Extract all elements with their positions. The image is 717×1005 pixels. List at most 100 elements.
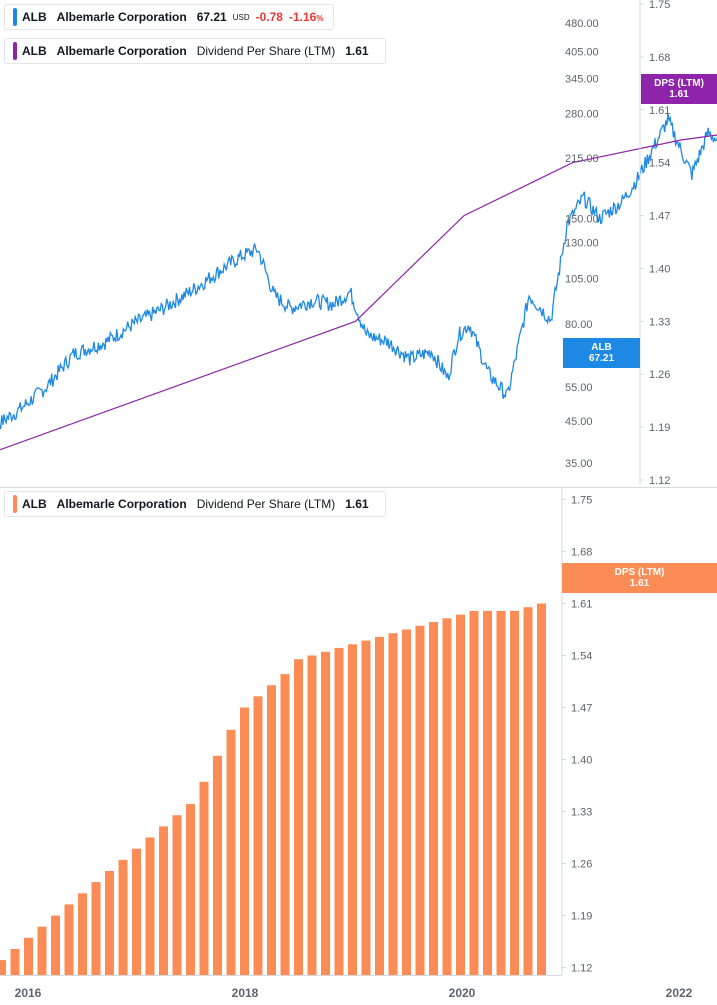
legend-symbol: ALB (22, 44, 47, 58)
legend-metric: Dividend Per Share (LTM) (196, 497, 336, 511)
time-axis-tick-label: 2016 (15, 986, 42, 1000)
legend-company-name: Albemarle Corporation (56, 497, 187, 511)
dividend-bar (388, 633, 398, 975)
bar-axis-tick-label: 1.40 (571, 755, 592, 767)
dividend-bar (469, 610, 479, 975)
price-axis-tick-label: 480.00 (565, 18, 599, 30)
bar-axis-tick-label: 1.61 (571, 599, 592, 611)
bar-axis-tick-label: 1.19 (571, 911, 592, 923)
dividend-bar (213, 755, 222, 975)
price-axis-tick-label: 280.00 (565, 109, 599, 121)
legend-change: -0.78 (255, 10, 283, 24)
legend-price-value: 67.21 (196, 10, 227, 24)
dps-bar-flag-label: DPS (LTM) (614, 567, 665, 578)
price-axis-tick-label: 55.00 (565, 382, 593, 394)
dividend-bar (199, 781, 209, 975)
dps-axis-tick-label: 1.68 (649, 52, 670, 64)
legend-dividend-bars[interactable]: ALB Albemarle Corporation Dividend Per S… (4, 491, 386, 517)
price-axis-tick-label: 150.00 (565, 214, 599, 226)
dps-line-flag: DPS (LTM) 1.61 (641, 74, 717, 104)
dividend-bar (294, 659, 303, 975)
legend-change-pct: -1.16% (289, 10, 323, 24)
dps-bar-flag: DPS (LTM) 1.61 (562, 563, 717, 593)
legend-symbol: ALB (22, 10, 47, 24)
dividend-bar (510, 610, 519, 975)
dividend-bar (375, 636, 384, 975)
dps-flag-label: DPS (LTM) (654, 78, 704, 89)
dividend-bar (496, 610, 506, 975)
dividend-bar (402, 629, 411, 975)
price-axis-tick-label: 35.00 (565, 458, 593, 470)
dividend-bar (105, 871, 114, 975)
dividend-bar (267, 685, 276, 975)
dividend-bar (64, 904, 74, 975)
time-axis-tick-label: 2022 (666, 986, 693, 1000)
dividend-bar (118, 859, 128, 975)
bar-axis-tick-label: 1.33 (571, 807, 592, 819)
dividend-bar (145, 837, 155, 975)
alb-flag-label: ALB (591, 342, 612, 353)
bar-axis-tick-label: 1.12 (571, 963, 592, 975)
dividend-bar (334, 648, 344, 975)
dividend-bar (537, 603, 546, 975)
dividend-bar (240, 707, 249, 975)
legend-company-name: Albemarle Corporation (56, 10, 187, 24)
series-swatch (13, 8, 17, 26)
dividend-bar (24, 937, 33, 975)
dividend-bar (415, 625, 425, 975)
price-axis-tick-label: 105.00 (565, 273, 599, 285)
dividend-bar (172, 815, 182, 975)
dividend-bar (186, 804, 195, 975)
dividend-bar (307, 655, 317, 975)
dividend-bar (159, 826, 168, 975)
bar-axis-tick-label: 1.26 (571, 859, 592, 871)
dividend-bar (132, 848, 141, 975)
dps-axis-tick-label: 1.19 (649, 422, 670, 434)
dps-axis-tick-label: 1.54 (649, 158, 670, 170)
legend-price[interactable]: ALB Albemarle Corporation 67.21 USD -0.7… (4, 4, 335, 30)
dividend-bar (253, 696, 263, 975)
price-axis-tick-label: 405.00 (565, 47, 599, 59)
series-swatch (13, 42, 17, 60)
dividend-bar (442, 618, 452, 975)
bar-axis-tick-label: 1.54 (571, 651, 592, 663)
dividend-bar (361, 640, 371, 975)
dps-flag-value: 1.61 (669, 89, 689, 100)
legend-metric: Dividend Per Share (LTM) (196, 44, 336, 58)
dividend-bar (348, 644, 357, 975)
dps-axis-tick-label: 1.61 (649, 105, 670, 117)
dividend-bar (37, 926, 47, 975)
time-axis-tick-label: 2018 (232, 986, 259, 1000)
dividend-bar (51, 915, 60, 975)
time-axis-tick-label: 2020 (449, 986, 476, 1000)
dividend-bar (91, 882, 101, 975)
dps-axis-tick-label: 1.33 (649, 316, 670, 328)
dividend-bar (321, 651, 330, 975)
legend-dividend-line[interactable]: ALB Albemarle Corporation Dividend Per S… (4, 38, 386, 64)
legend-metric-value: 1.61 (345, 44, 369, 58)
legend-pct-sign: % (316, 14, 324, 23)
dividend-bar (10, 949, 20, 975)
bar-axis-tick-label: 1.68 (571, 546, 592, 558)
alb-price-flag: ALB 67.21 (563, 338, 640, 368)
dps-axis-tick-label: 1.26 (649, 369, 670, 381)
legend-currency: USD (232, 12, 250, 22)
alb-flag-value: 67.21 (588, 353, 615, 364)
dividend-bar (523, 607, 533, 975)
bar-axis-tick-label: 1.75 (571, 494, 592, 506)
price-axis-tick-label: 130.00 (565, 238, 599, 250)
price-axis-tick-label: 215.00 (565, 153, 599, 165)
price-axis-tick-label: 45.00 (565, 416, 593, 428)
dividend-bar-panel[interactable] (0, 603, 546, 976)
dividend-series-line (0, 134, 717, 451)
dps-axis-tick-label: 1.12 (649, 475, 670, 487)
dps-axis-tick-label: 1.40 (649, 263, 670, 275)
dividend-bar (483, 610, 492, 975)
dividend-bar (429, 622, 438, 975)
dividend-bar (226, 729, 236, 975)
dps-bar-flag-value: 1.61 (629, 578, 650, 589)
price-panel[interactable] (0, 102, 717, 466)
dps-axis-tick-label: 1.75 (649, 0, 670, 11)
